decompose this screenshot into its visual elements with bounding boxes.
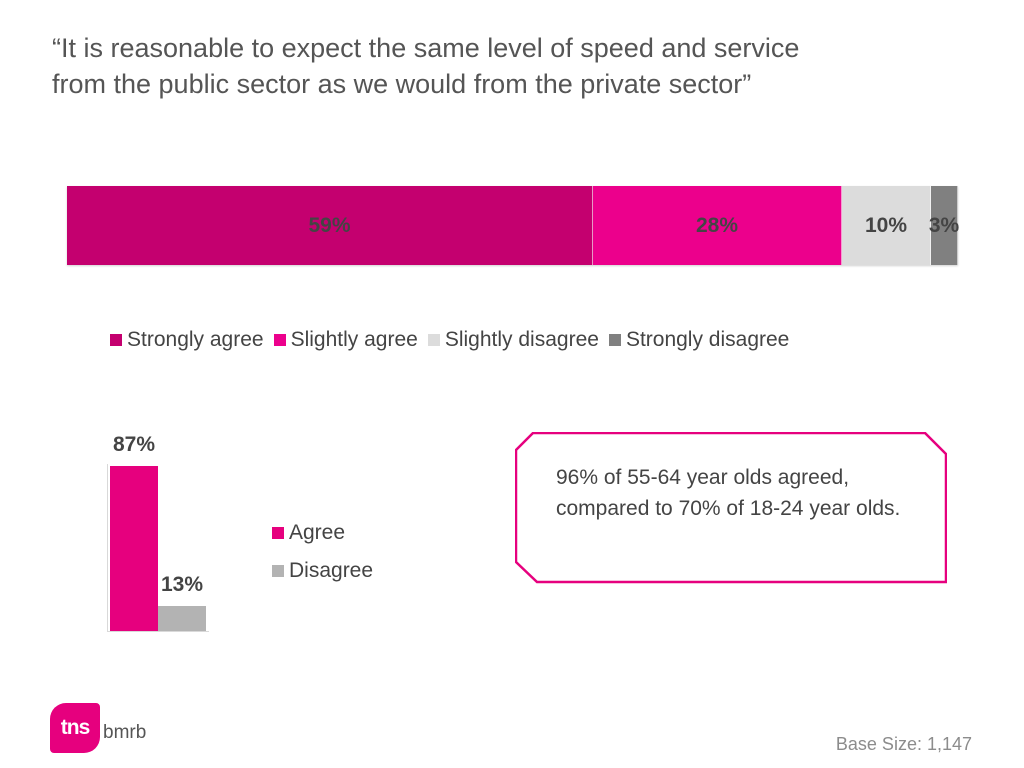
legend-label: Agree — [289, 521, 346, 544]
slide-title: “It is reasonable to expect the same lev… — [52, 30, 972, 102]
legend-label: Strongly disagree — [625, 328, 790, 351]
bar-segment-label: 3% — [928, 213, 960, 237]
title-line-1: “It is reasonable to expect the same lev… — [52, 33, 800, 63]
bar-disagree — [158, 606, 206, 631]
bar-segment-slightly-disagree: 10% — [842, 186, 931, 265]
tns-bmrb-logo: tns bmrb — [50, 703, 146, 753]
base-size-note: Base Size: 1,147 — [835, 734, 972, 754]
legend-item-disagree: Disagree — [272, 552, 373, 590]
legend-item-agree: Agree — [272, 514, 373, 552]
stacked-bar-chart: 59% 28% 10% 3% — [67, 186, 960, 265]
stacked-bar-legend: Strongly agree Slightly agree Slightly dis… — [110, 328, 799, 352]
bar-segment-strongly-disagree: 3% — [928, 186, 960, 265]
bar-segment-label: 28% — [695, 213, 739, 237]
data-label-agree: 87% — [112, 433, 156, 456]
bar-segment-label: 10% — [864, 213, 908, 237]
bar-agree — [110, 466, 158, 631]
bar-segment-label: 59% — [308, 213, 351, 237]
legend-swatch — [427, 334, 440, 346]
data-label-disagree: 13% — [160, 573, 204, 596]
callout-text: 96% of 55-64 year olds agreed, compared … — [556, 466, 901, 520]
legend-item-strongly-agree: Strongly agree — [110, 328, 264, 352]
legend-swatch — [273, 334, 286, 346]
bar-segment-slightly-agree: 28% — [593, 186, 842, 265]
agree-disagree-legend: Agree Disagree — [272, 514, 373, 590]
legend-swatch — [110, 334, 122, 346]
small-chart-y-axis — [107, 464, 108, 632]
legend-item-strongly-disagree: Strongly disagree — [608, 328, 790, 352]
title-line-2: from the public sector as we would from … — [52, 69, 752, 99]
callout-box — [515, 432, 947, 584]
legend-label: Disagree — [289, 559, 374, 582]
legend-item-slightly-disagree: Slightly disagree — [427, 328, 599, 352]
bar-segment-strongly-agree: 59% — [67, 186, 593, 265]
legend-label: Strongly agree — [127, 328, 264, 351]
logo-mark: tns — [50, 703, 100, 753]
small-chart-x-axis — [107, 631, 209, 632]
legend-label: Slightly disagree — [444, 328, 599, 351]
legend-item-slightly-agree: Slightly agree — [273, 328, 418, 352]
legend-swatch — [272, 527, 284, 539]
legend-swatch — [272, 565, 284, 577]
legend-label: Slightly agree — [290, 328, 418, 351]
legend-swatch — [608, 334, 621, 346]
logo-sub-text: bmrb — [103, 722, 147, 743]
